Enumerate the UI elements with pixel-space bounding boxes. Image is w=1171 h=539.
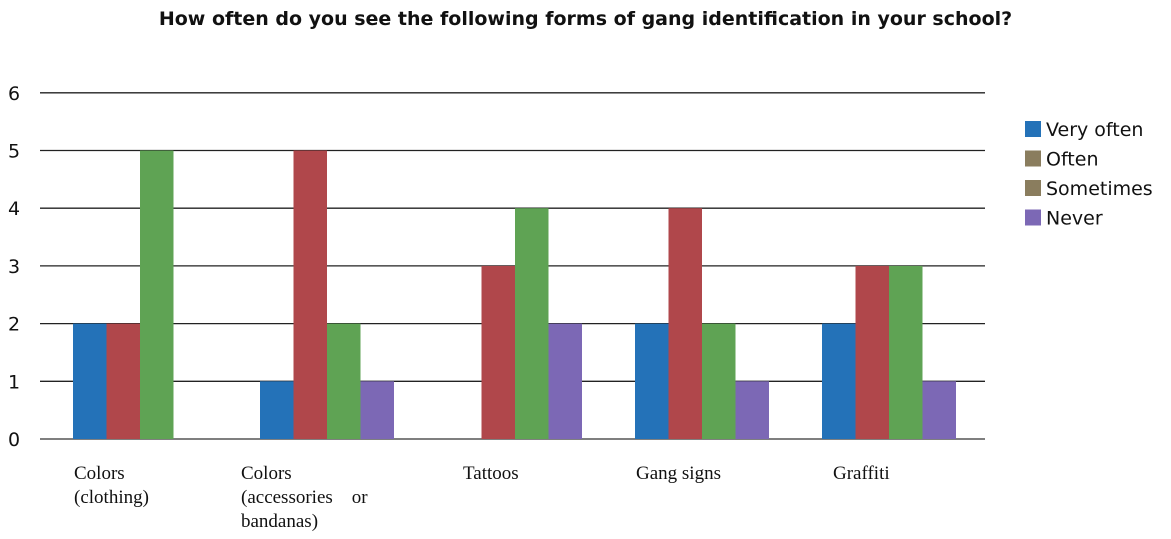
y-tick-label: 5 [8,141,20,163]
y-tick-label: 1 [8,371,20,393]
y-tick-label: 3 [8,256,20,278]
bar-sometimes-2 [515,208,549,439]
category-label-line: (accessories or [241,487,368,508]
legend: Very often Often Sometimes Never [1025,119,1153,230]
category-label-line: Colors [241,463,292,484]
bar-often-1 [293,150,327,439]
bar-very-often-3 [635,323,669,439]
y-tick-label: 4 [8,198,20,220]
legend-swatch [1025,150,1041,167]
legend-label: Often [1046,149,1099,171]
legend-label: Sometimes [1046,178,1153,200]
bar-never-1 [360,381,394,439]
y-tick-label: 6 [8,83,20,105]
bar-sometimes-4 [889,265,923,439]
category-label: Colors (clothing) [74,462,254,510]
y-tick-label: 2 [8,314,20,336]
bar-never-3 [735,381,769,439]
bar-sometimes-1 [327,323,361,439]
legend-swatch [1025,121,1041,137]
category-label-line: Gang signs [636,463,721,484]
y-tick-label: 0 [8,429,20,451]
category-label-line: Tattoos [463,463,519,484]
bar-often-2 [481,265,515,439]
legend-swatch [1025,209,1041,226]
bars [73,150,956,439]
bar-often-4 [855,265,889,439]
legend-label: Very often [1046,119,1143,141]
bar-sometimes-3 [702,323,736,439]
bar-often-3 [668,208,702,439]
bar-often-0 [106,323,140,439]
bar-very-often-0 [73,323,107,439]
category-label: Colors (accessories or bandanas) [241,462,421,534]
category-label-line: bandanas) [241,511,319,532]
legend-label: Never [1046,208,1103,230]
bar-sometimes-0 [140,150,174,439]
category-label-line: (clothing) [74,487,149,508]
category-label-line: Colors [74,463,125,484]
chart-title: How often do you see the following forms… [158,8,1013,30]
bar-never-4 [922,381,956,439]
category-label: Gang signs [636,462,816,486]
bar-very-often-1 [260,381,294,439]
bar-never-2 [548,323,582,439]
legend-swatch [1025,180,1041,196]
y-axis: 0 1 2 3 4 5 6 [8,83,20,451]
category-label-line: Graffiti [833,463,890,484]
category-label: Tattoos [463,462,643,486]
category-label: Graffiti [833,462,1013,486]
bar-very-often-4 [822,323,856,439]
